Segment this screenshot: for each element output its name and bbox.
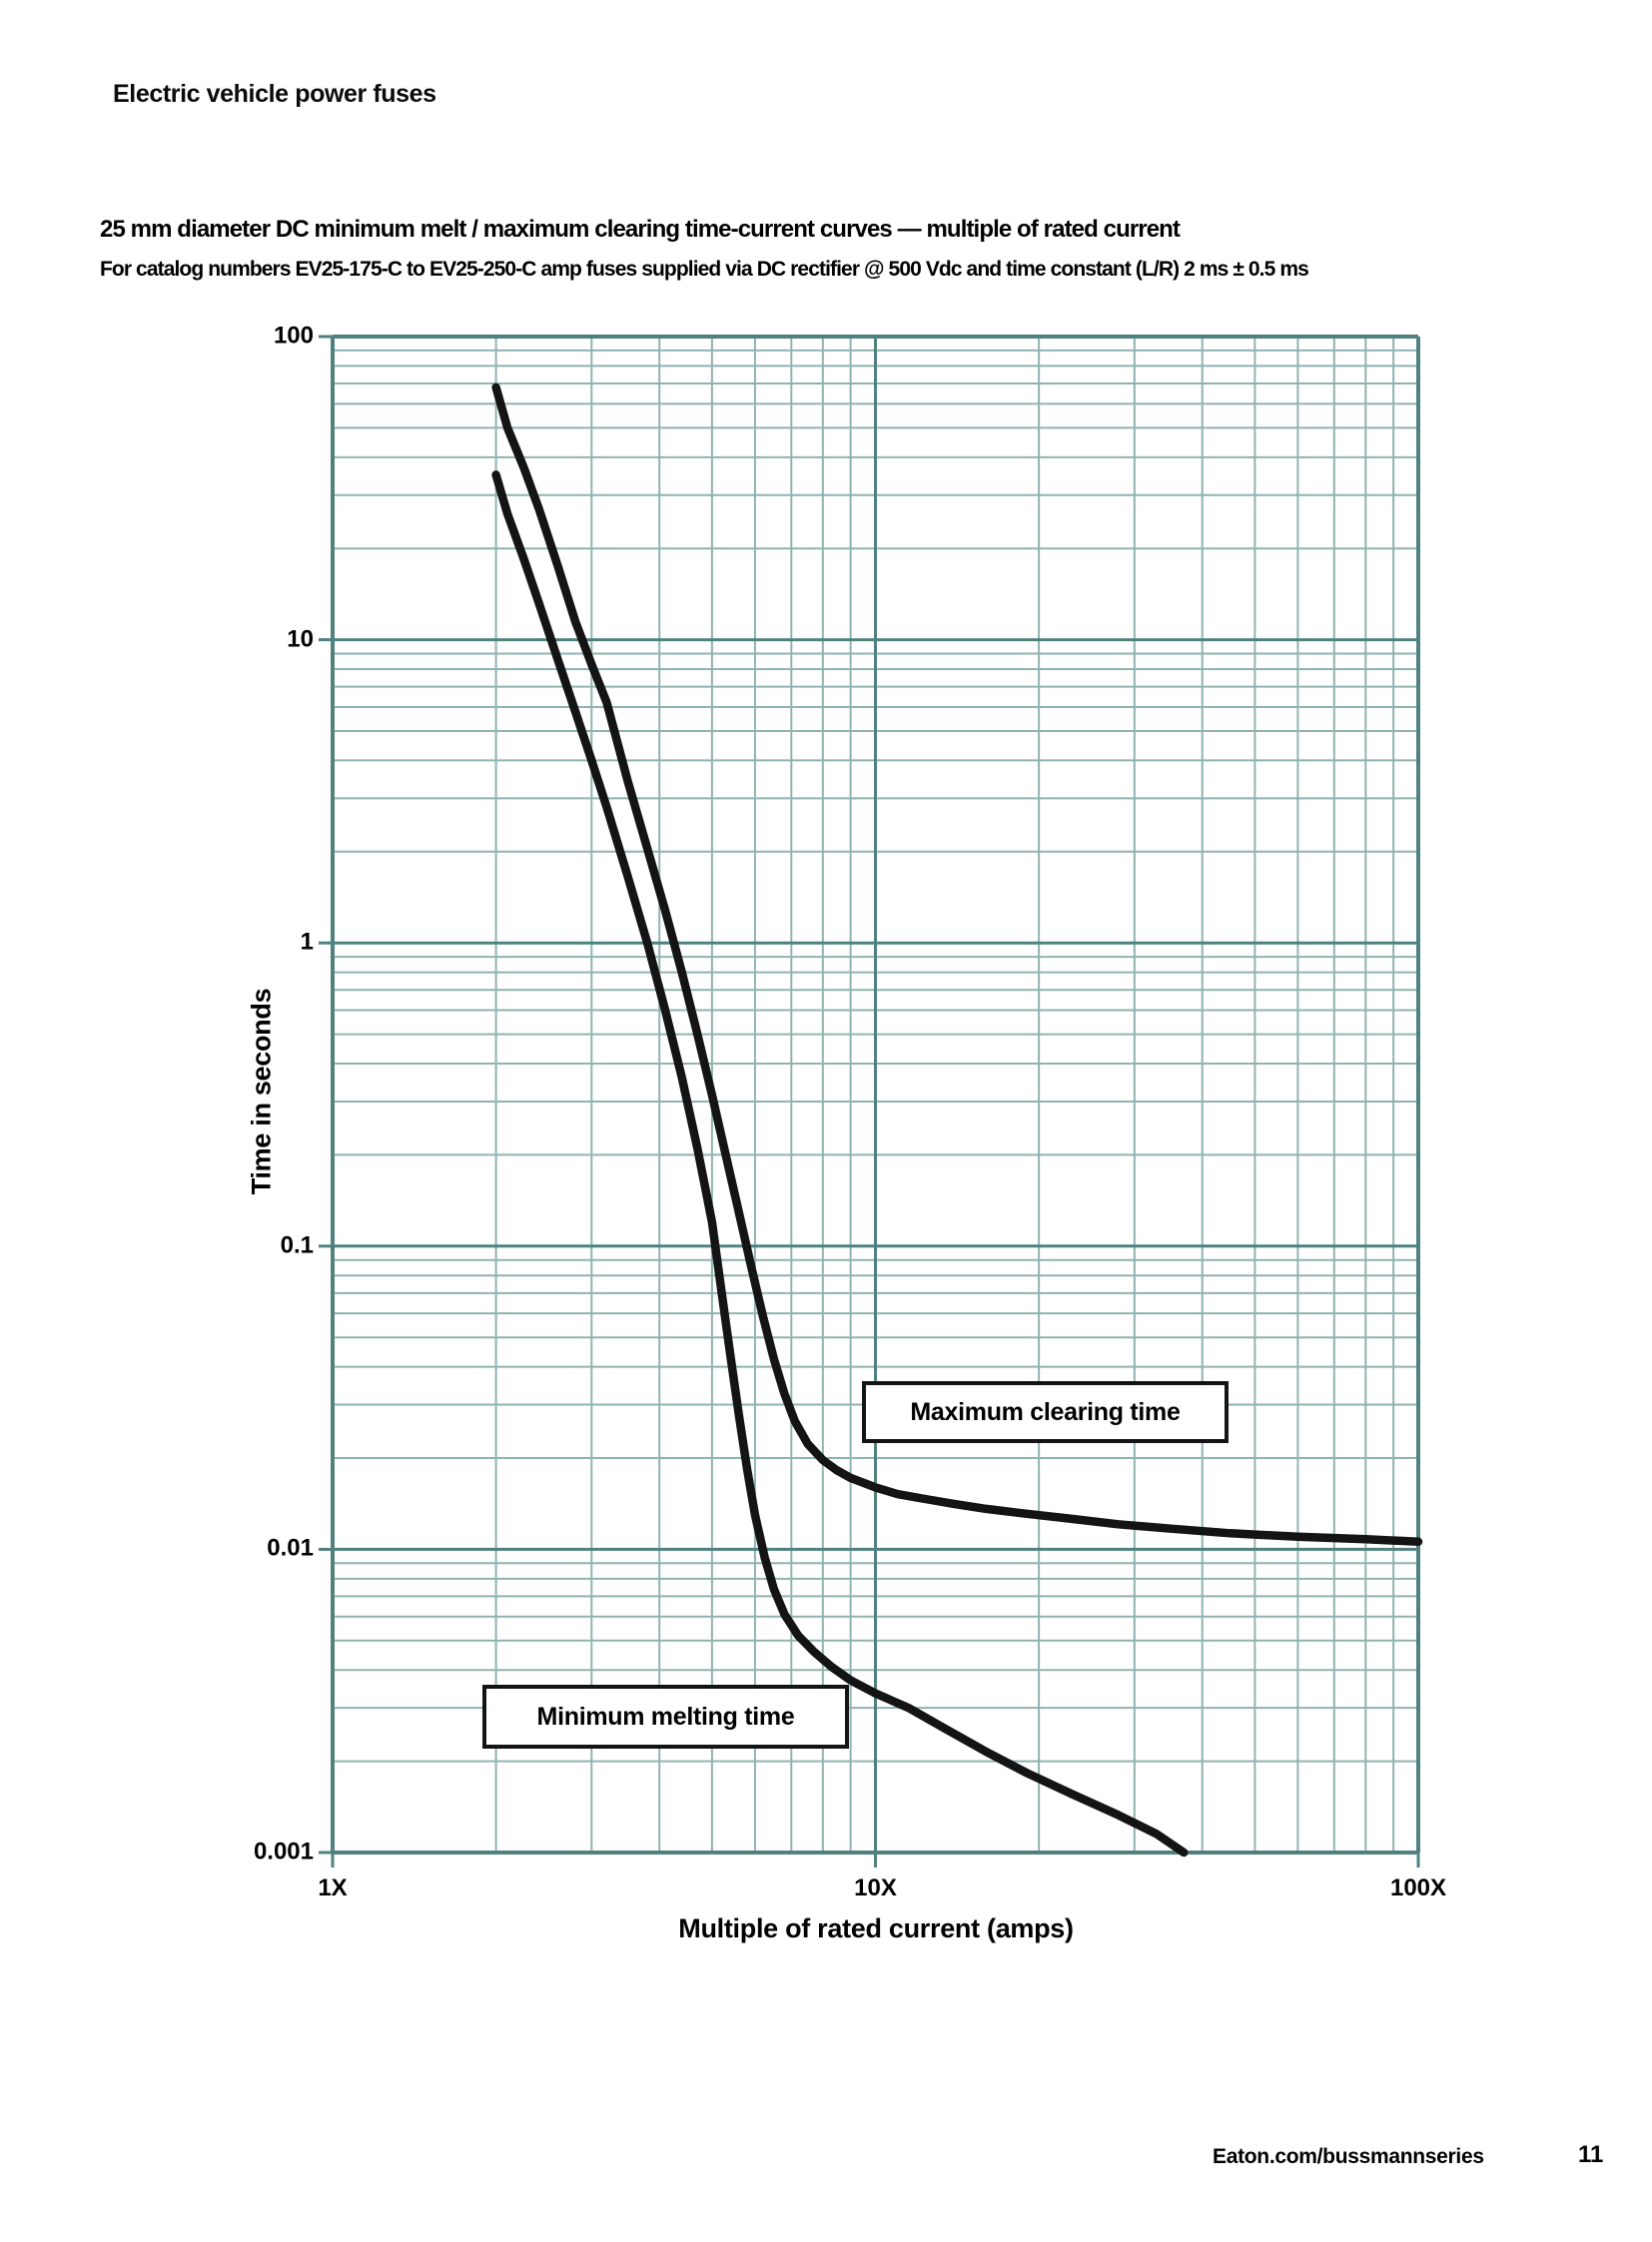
x-axis-title: Multiple of rated current (amps) (678, 1913, 1074, 1943)
chart-title: 25 mm diameter DC minimum melt / maximum… (100, 216, 1181, 243)
x-tick-label-100X: 100X (1389, 1874, 1447, 1901)
x-tick-label-10X: 10X (854, 1874, 897, 1901)
y-tick-label-100: 100 (273, 322, 314, 350)
curve-maximum-clearing-time (491, 382, 1423, 1546)
y-tick-label-0.01: 0.01 (267, 1534, 314, 1562)
y-axis-title: Time in seconds (246, 988, 277, 1195)
y-tick-label-0.001: 0.001 (253, 1838, 314, 1866)
y-tick-label-1: 1 (300, 928, 314, 956)
footer-url: Eaton.com/bussmannseries (1213, 2145, 1484, 2168)
x-tick-label-1X: 1X (318, 1874, 348, 1901)
y-tick-label-10: 10 (287, 625, 314, 653)
annotation-maximum-clearing-time: Maximum clearing time (862, 1381, 1229, 1443)
time-current-plot (319, 335, 1423, 1868)
footer-page-number: 11 (1578, 2141, 1604, 2168)
time-current-chart-svg (319, 335, 1423, 1868)
y-tick-label-0.1: 0.1 (280, 1231, 314, 1259)
annotation-minimum-melting-time: Minimum melting time (482, 1685, 849, 1749)
curve-minimum-melting-time (491, 470, 1189, 1858)
page-header: Electric vehicle power fuses (113, 80, 436, 108)
chart-subtitle: For catalog numbers EV25-175-C to EV25-2… (100, 258, 1309, 281)
